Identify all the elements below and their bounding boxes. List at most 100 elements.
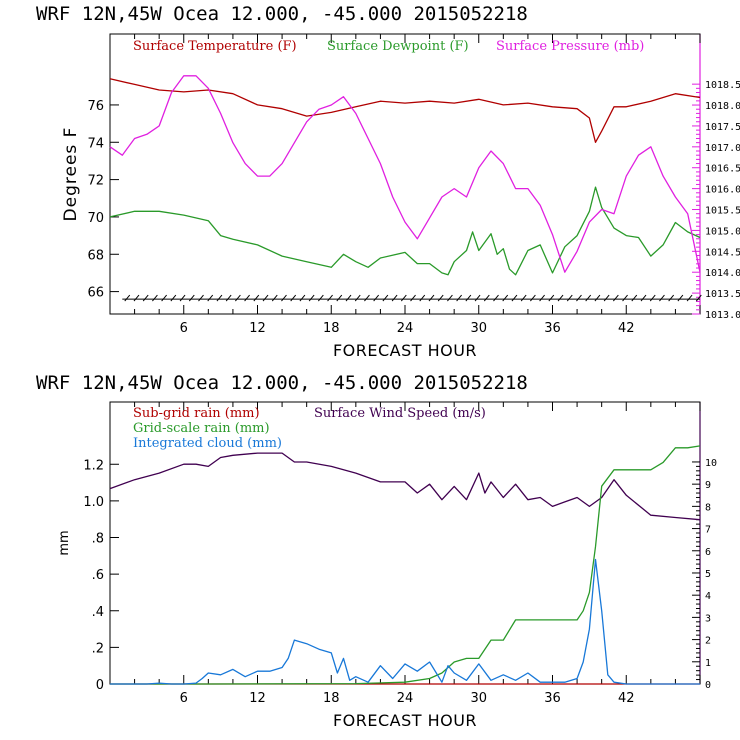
wind-barb	[400, 294, 407, 302]
wind-barb	[188, 294, 195, 302]
panel-temperature-pressure: WRF 12N,45W Ocea 12.000, -45.000 2015052…	[36, 3, 740, 360]
legend-grid-scale-rain: Grid-scale rain (mm)	[133, 421, 270, 436]
panel1-x-ticks: 6 12 18 24 30 36 42	[109, 34, 701, 336]
wind-barb	[198, 294, 204, 302]
y2-tick-label: 0	[705, 680, 711, 691]
wind-barb	[557, 294, 564, 302]
wind-barb	[364, 294, 370, 302]
y-tick-label: 0	[96, 678, 104, 693]
wind-barb	[234, 294, 241, 302]
series-line-surface-dewpoint-f	[109, 186, 701, 276]
y2-tick-label: 1	[705, 658, 711, 669]
panel2-x-ticks: 6 12 18 24 30 36 42	[109, 402, 701, 706]
y2-tick-label: 9	[705, 480, 711, 491]
wind-barb	[631, 294, 638, 302]
wind-barb	[308, 294, 315, 302]
panel2-title: WRF 12N,45W Ocea 12.000, -45.000 2015052…	[36, 372, 528, 394]
wind-barb	[152, 294, 158, 302]
y-tick-label: .2	[92, 641, 104, 656]
series-line-grid-scale-rain-mm	[110, 445, 701, 685]
wind-barb	[437, 294, 444, 302]
wind-barb	[161, 294, 168, 302]
x-tick-label: 36	[544, 321, 561, 336]
y2-tick-label: 1016.0	[705, 185, 740, 196]
y2-tick-label: 1016.5	[705, 164, 740, 175]
y2-tick-label: 1014.5	[705, 247, 740, 258]
y2-tick-label: 1015.0	[705, 226, 740, 237]
wind-barb	[594, 294, 601, 302]
wind-barb	[548, 294, 555, 302]
series-line-surface-temperature-f	[109, 78, 701, 143]
y2-tick-label: 10	[705, 458, 717, 469]
wind-barb	[622, 294, 628, 302]
wind-barb	[179, 294, 186, 302]
wind-barb	[539, 294, 545, 302]
x-tick-label: 36	[544, 691, 561, 706]
wind-barb	[244, 294, 250, 302]
wind-barb	[419, 294, 426, 302]
y2-tick-label: 5	[705, 569, 711, 580]
wind-barb	[410, 294, 416, 302]
wind-barb	[170, 294, 177, 302]
wind-barb	[576, 294, 582, 302]
panel1-plot-frame	[109, 33, 701, 315]
wind-barb	[502, 294, 509, 302]
wind-barb	[668, 294, 675, 302]
legend-surface-wind-speed: Surface Wind Speed (m/s)	[314, 406, 486, 421]
wind-barb	[290, 294, 297, 302]
legend-integrated-cloud: Integrated cloud (mm)	[133, 436, 282, 451]
wind-barb	[695, 294, 702, 302]
y-tick-label: 1.0	[83, 495, 104, 510]
y2-tick-label: 1017.5	[705, 122, 740, 133]
wind-barb	[336, 294, 343, 302]
y2-tick-label: 1018.0	[705, 101, 740, 112]
wind-barb	[585, 294, 592, 302]
wind-barb	[640, 294, 647, 302]
wind-barb	[373, 294, 380, 302]
wind-barb	[511, 294, 518, 302]
wind-barb	[428, 294, 435, 302]
wind-barb	[520, 294, 527, 302]
y-tick-label: 74	[87, 136, 104, 151]
wind-barb	[612, 294, 619, 302]
panel1-y-ticks: 66 68 70 72 74 76	[87, 99, 119, 301]
y2-tick-label: 1017.0	[705, 143, 740, 154]
y2-tick-label: 1014.0	[705, 268, 740, 279]
y2-tick-label: 8	[705, 502, 711, 513]
wind-barb	[207, 294, 214, 302]
wind-barb	[529, 294, 536, 302]
wind-barb	[447, 294, 453, 302]
y2-tick-label: 7	[705, 525, 711, 536]
panel1-y2-ticks: 1013.0 1013.5 1014.0 1014.5 1015.0 1015.5 1016…	[692, 80, 740, 321]
y-tick-label: 1.2	[83, 458, 104, 473]
wind-barb	[253, 294, 260, 302]
panel2-y-ticks: 0 .2 .4 .6 .8 1.0 1.2	[83, 458, 119, 693]
panel2-series	[109, 445, 701, 685]
x-tick-label: 18	[323, 691, 340, 706]
wind-barb	[474, 294, 481, 302]
wind-barb	[345, 294, 352, 302]
panel2-y2-ticks: 0 1 2 3 4 5 6 7 8 9 10	[692, 458, 717, 691]
wind-barb	[465, 294, 472, 302]
y2-tick-label: 2	[705, 636, 711, 647]
panel2-y-axis-label: mm	[57, 530, 72, 555]
x-tick-label: 6	[180, 691, 188, 706]
wind-barb	[382, 294, 389, 302]
panel1-y-axis-label: Degrees F	[61, 127, 81, 222]
y-tick-label: .8	[92, 532, 104, 547]
wind-barb	[281, 294, 287, 302]
y2-tick-label: 3	[705, 613, 711, 624]
x-tick-label: 42	[618, 321, 635, 336]
wind-barb	[216, 294, 223, 302]
x-tick-label: 12	[249, 321, 266, 336]
wind-barb	[327, 294, 333, 302]
panel1-title: WRF 12N,45W Ocea 12.000, -45.000 2015052…	[36, 3, 528, 25]
panel2-x-axis-label: FORECAST HOUR	[333, 711, 477, 730]
wind-barb	[603, 294, 610, 302]
x-tick-label: 30	[470, 321, 487, 336]
wind-barb	[262, 294, 269, 302]
wind-barb	[493, 294, 499, 302]
y2-tick-label: 1018.5	[705, 80, 740, 91]
wind-barb	[391, 294, 398, 302]
